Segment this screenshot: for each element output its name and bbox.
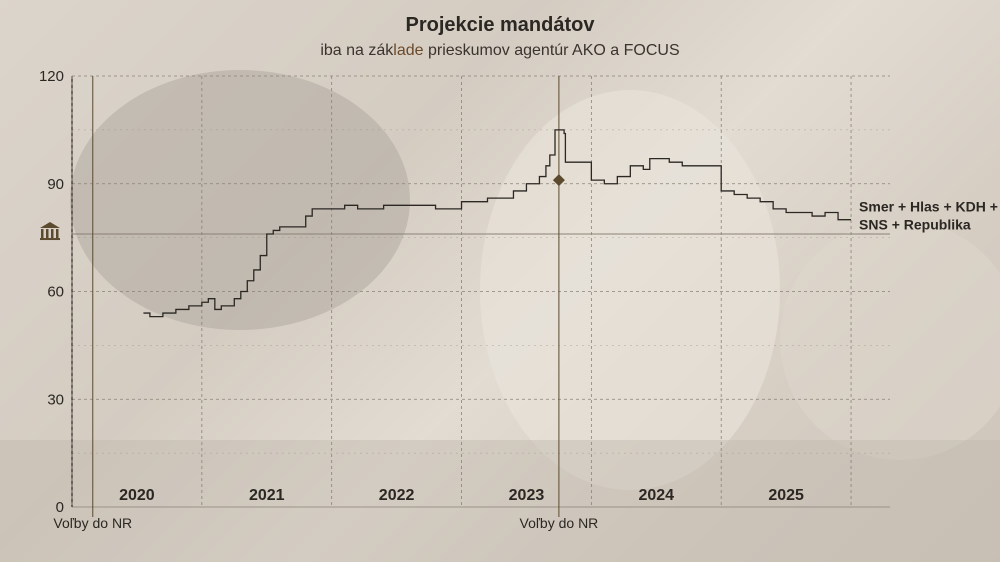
y-tick-label: 120 [39,68,64,85]
y-tick-label: 0 [56,499,64,516]
x-year-label: 2020 [119,487,155,504]
subtitle-part-3: prieskumov agentúr AKO a FOCUS [423,42,680,59]
series-line [143,129,852,318]
y-tick-label: 90 [47,176,64,193]
election-marker-label: Voľby do NR [53,515,132,531]
x-year-label: 2021 [249,487,285,504]
subtitle-part-2: lade [393,42,424,59]
y-tick-label: 60 [47,284,64,301]
y-tick-label: 30 [47,391,64,408]
election-result-marker [552,174,565,187]
x-year-label: 2025 [768,487,804,504]
series-label: SNS + Republika [859,217,971,233]
series-label: Smer + Hlas + KDH + [859,199,998,215]
x-year-label: 2023 [509,487,545,504]
subtitle-part-1: iba na zák [320,42,394,59]
chart-subtitle: iba na základe prieskumov agentúr AKO a … [0,42,1000,60]
chart-title: Projekcie mandátov [405,14,595,36]
x-year-label: 2024 [638,487,674,504]
election-marker-label: Voľby do NR [520,515,599,531]
x-year-label: 2022 [379,487,415,504]
parliament-icon [40,222,60,241]
